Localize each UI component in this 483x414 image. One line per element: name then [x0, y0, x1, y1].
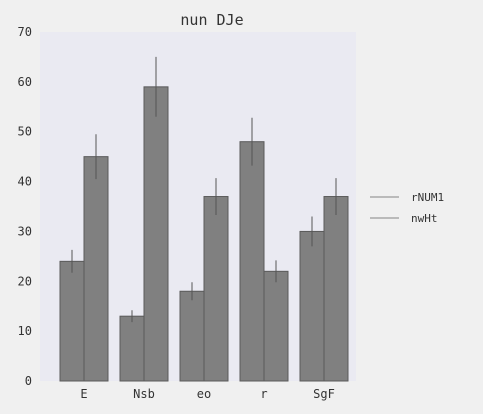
- y-tick-label: 30: [18, 224, 32, 238]
- bars-layer: [59, 86, 349, 382]
- y-axis: 0 10 20 30 40 50 60 70: [18, 25, 32, 388]
- x-tick-label: Nsb: [133, 387, 155, 401]
- error-bars-layer: [71, 56, 337, 323]
- x-tick-label: eo: [197, 387, 211, 401]
- y-tick-label: 70: [18, 25, 32, 39]
- x-tick-label: E: [80, 387, 87, 401]
- y-tick-label: 40: [18, 175, 32, 189]
- y-tick-label: 20: [18, 274, 32, 288]
- bar-rNUM1-E: [59, 260, 85, 382]
- bar-rNUM1-r: [239, 141, 265, 382]
- bar-nwHt-E: [83, 156, 109, 382]
- bar-rNUM1-Nsb: [119, 315, 145, 382]
- legend-label-nwHt: nwHt: [411, 212, 438, 225]
- chart-title: nun DJe: [180, 11, 243, 29]
- x-tick-label: r: [260, 387, 267, 401]
- bar-rNUM1-eo: [179, 290, 205, 382]
- x-tick-label: SgF: [313, 387, 335, 401]
- bar-nwHt-Nsb: [143, 86, 169, 382]
- bar-nwHt-SgF: [323, 196, 349, 382]
- legend: rNUM1 nwHt: [370, 191, 444, 225]
- y-tick-label: 10: [18, 324, 32, 338]
- y-tick-label: 50: [18, 125, 32, 139]
- y-tick-label: 0: [25, 374, 32, 388]
- x-axis: E Nsb eo r SgF: [80, 387, 334, 401]
- bar-nwHt-r: [263, 270, 289, 382]
- y-tick-label: 60: [18, 75, 32, 89]
- legend-label-rNUM1: rNUM1: [411, 191, 444, 204]
- bar-nwHt-eo: [203, 196, 229, 382]
- bar-rNUM1-SgF: [299, 230, 325, 382]
